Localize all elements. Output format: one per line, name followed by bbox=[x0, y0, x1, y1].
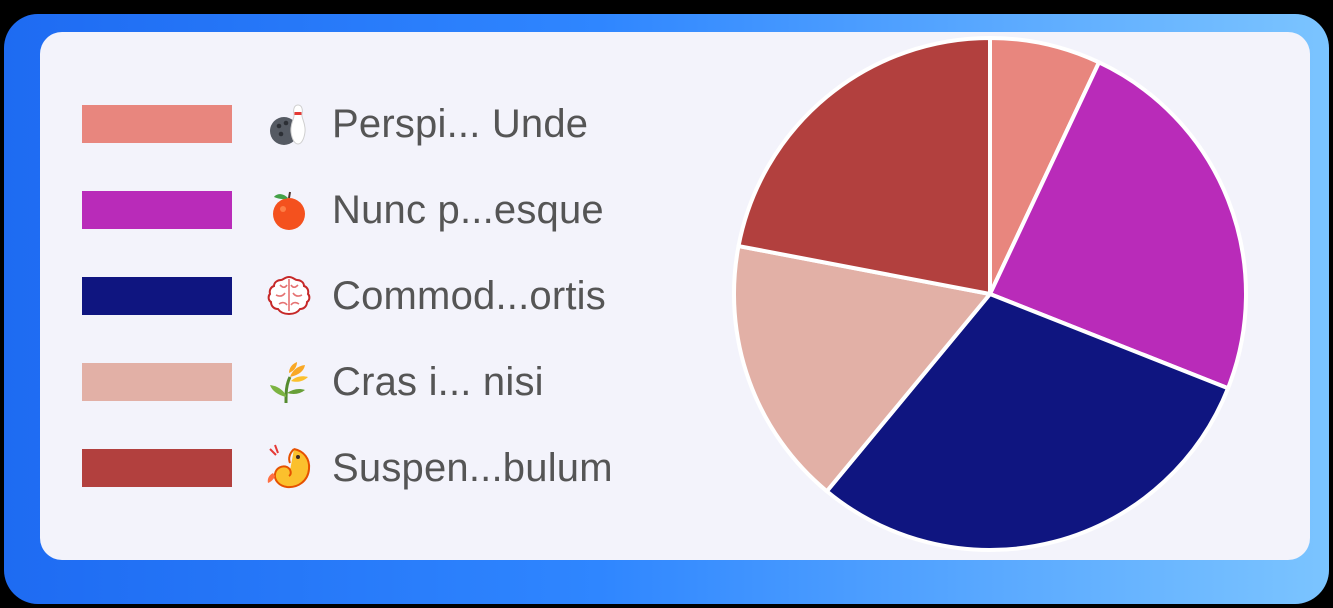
pie-slice-5 bbox=[736, 36, 992, 296]
legend-item: Commod...ortis bbox=[82, 274, 606, 318]
legend-label: Perspi... Unde bbox=[332, 101, 589, 146]
legend-label: Commod...ortis bbox=[332, 273, 606, 318]
legend-item: Perspi... Unde bbox=[82, 102, 588, 146]
pie-slice-3 bbox=[824, 292, 1231, 552]
shrimp-icon bbox=[262, 441, 316, 495]
legend-item: Suspen...bulum bbox=[82, 444, 613, 490]
bowling-icon bbox=[262, 97, 316, 151]
rice-plant-icon bbox=[262, 355, 316, 409]
legend-swatch bbox=[82, 277, 232, 315]
pie-slice-2 bbox=[988, 60, 1248, 391]
legend-swatch bbox=[82, 449, 232, 487]
legend-swatch bbox=[82, 105, 232, 143]
pie-slice-1 bbox=[988, 36, 1101, 296]
legend-item: Cras i... nisi bbox=[82, 360, 544, 404]
legend-item: Nunc p...esque bbox=[82, 188, 604, 232]
legend-swatch bbox=[82, 363, 232, 401]
legend-label: Nunc p...esque bbox=[332, 187, 604, 232]
legend-swatch bbox=[82, 191, 232, 229]
pie-chart bbox=[728, 36, 1248, 556]
legend-label: Suspen...bulum bbox=[332, 445, 613, 490]
pie-slice-4 bbox=[732, 244, 992, 494]
pie-svg bbox=[732, 36, 1248, 552]
brain-icon bbox=[262, 269, 316, 323]
orange-fruit-icon bbox=[262, 183, 316, 237]
legend-label: Cras i... nisi bbox=[332, 359, 544, 404]
